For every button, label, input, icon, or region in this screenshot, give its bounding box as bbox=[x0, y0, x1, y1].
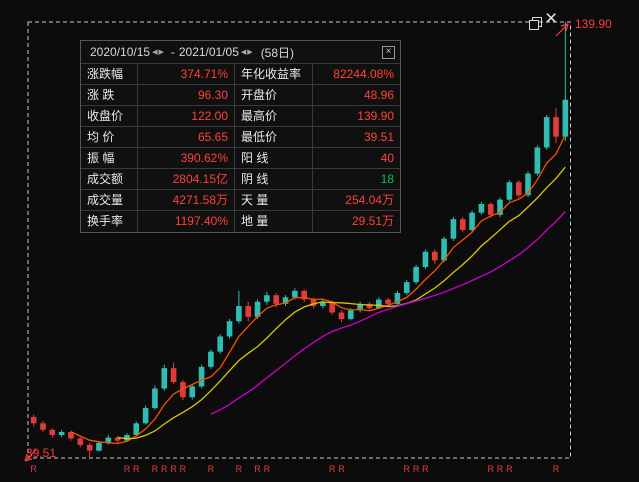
stat-value-left: 65.65 bbox=[138, 127, 235, 148]
selection-rect[interactable] bbox=[27, 21, 571, 459]
svg-text:R: R bbox=[161, 464, 168, 474]
interval-high-label: 139.90 bbox=[575, 17, 612, 31]
svg-text:R: R bbox=[329, 464, 336, 474]
stat-value-left: 4271.58万 bbox=[138, 190, 235, 211]
svg-text:R: R bbox=[208, 464, 215, 474]
stat-label-left: 收盘价 bbox=[81, 106, 138, 127]
stat-label-left: 均 价 bbox=[81, 127, 138, 148]
restore-window-icon[interactable] bbox=[529, 17, 542, 30]
stat-label-right: 年化收益率 bbox=[235, 64, 313, 85]
stat-value-right: 139.90 bbox=[313, 106, 400, 127]
panel-header: 2020/10/15 ◀▶ - 2021/01/05 ◀▶ (58日) × bbox=[81, 41, 400, 64]
svg-text:R: R bbox=[404, 464, 411, 474]
stat-label-right: 地 量 bbox=[235, 211, 313, 232]
low-corner-arrow-icon bbox=[24, 449, 37, 462]
range-start-date: 2020/10/15 bbox=[90, 45, 151, 59]
stat-label-right: 阳 线 bbox=[235, 148, 313, 169]
panel-close-icon[interactable]: × bbox=[382, 45, 395, 59]
interval-stats-panel: 2020/10/15 ◀▶ - 2021/01/05 ◀▶ (58日) × 涨跌… bbox=[80, 40, 401, 233]
ma-line-ma10 bbox=[117, 166, 566, 440]
stat-value-right: 48.96 bbox=[313, 85, 400, 106]
stat-label-left: 换手率 bbox=[81, 211, 138, 232]
stat-value-right: 18 bbox=[313, 169, 400, 190]
svg-text:R: R bbox=[30, 464, 37, 474]
ma-line-ma5 bbox=[70, 134, 566, 445]
svg-text:R: R bbox=[152, 464, 159, 474]
stat-value-right: 40 bbox=[313, 148, 400, 169]
stat-label-left: 成交额 bbox=[81, 169, 138, 190]
svg-text:R: R bbox=[497, 464, 504, 474]
stat-label-left: 振 幅 bbox=[81, 148, 138, 169]
interval-low-label: 39.51 bbox=[26, 446, 57, 460]
stat-label-left: 成交量 bbox=[81, 190, 138, 211]
svg-text:R: R bbox=[133, 464, 140, 474]
svg-text:R: R bbox=[236, 464, 243, 474]
range-end-date: 2021/01/05 bbox=[178, 45, 239, 59]
svg-text:R: R bbox=[413, 464, 420, 474]
high-corner-arrow-icon bbox=[555, 23, 569, 37]
restore-icon-front-square bbox=[529, 20, 539, 30]
ma-lines bbox=[70, 134, 566, 445]
svg-text:R: R bbox=[180, 464, 187, 474]
stat-value-left: 122.00 bbox=[138, 106, 235, 127]
stat-value-right: 39.51 bbox=[313, 127, 400, 148]
svg-text:R: R bbox=[553, 464, 560, 474]
stat-label-right: 最高价 bbox=[235, 106, 313, 127]
svg-text:R: R bbox=[506, 464, 513, 474]
stat-value-left: 96.30 bbox=[138, 85, 235, 106]
close-window-icon[interactable]: × bbox=[545, 7, 558, 30]
range-days-label: (58日) bbox=[260, 45, 295, 60]
stat-value-left: 2804.15亿 bbox=[138, 169, 235, 190]
svg-text:R: R bbox=[170, 464, 177, 474]
stat-label-right: 开盘价 bbox=[235, 85, 313, 106]
svg-text:R: R bbox=[254, 464, 261, 474]
stat-value-left: 374.71% bbox=[138, 64, 235, 85]
svg-text:R: R bbox=[124, 464, 131, 474]
stat-label-left: 涨跌幅 bbox=[81, 64, 138, 85]
stat-label-right: 天 量 bbox=[235, 190, 313, 211]
stat-label-right: 最低价 bbox=[235, 127, 313, 148]
stat-value-right: 82244.08% bbox=[313, 64, 400, 85]
stat-label-left: 涨 跌 bbox=[81, 85, 138, 106]
start-date-stepper-icon[interactable]: ◀▶ bbox=[152, 49, 165, 56]
stat-value-left: 1197.40% bbox=[138, 211, 235, 232]
svg-text:R: R bbox=[487, 464, 494, 474]
svg-text:R: R bbox=[264, 464, 271, 474]
stat-value-right: 254.04万 bbox=[313, 190, 400, 211]
ma-line-ma20 bbox=[210, 211, 566, 415]
stat-value-left: 390.62% bbox=[138, 148, 235, 169]
stats-grid: 涨跌幅 374.71% 年化收益率 82244.08% 涨 跌 96.30 开盘价 48.96… bbox=[81, 64, 400, 232]
svg-text:R: R bbox=[338, 464, 345, 474]
range-separator: - bbox=[170, 45, 175, 59]
end-date-stepper-icon[interactable]: ◀▶ bbox=[240, 49, 254, 56]
candles bbox=[30, 22, 569, 458]
svg-text:R: R bbox=[422, 464, 429, 474]
stat-label-right: 阴 线 bbox=[235, 169, 313, 190]
stat-value-right: 29.51万 bbox=[351, 214, 394, 228]
